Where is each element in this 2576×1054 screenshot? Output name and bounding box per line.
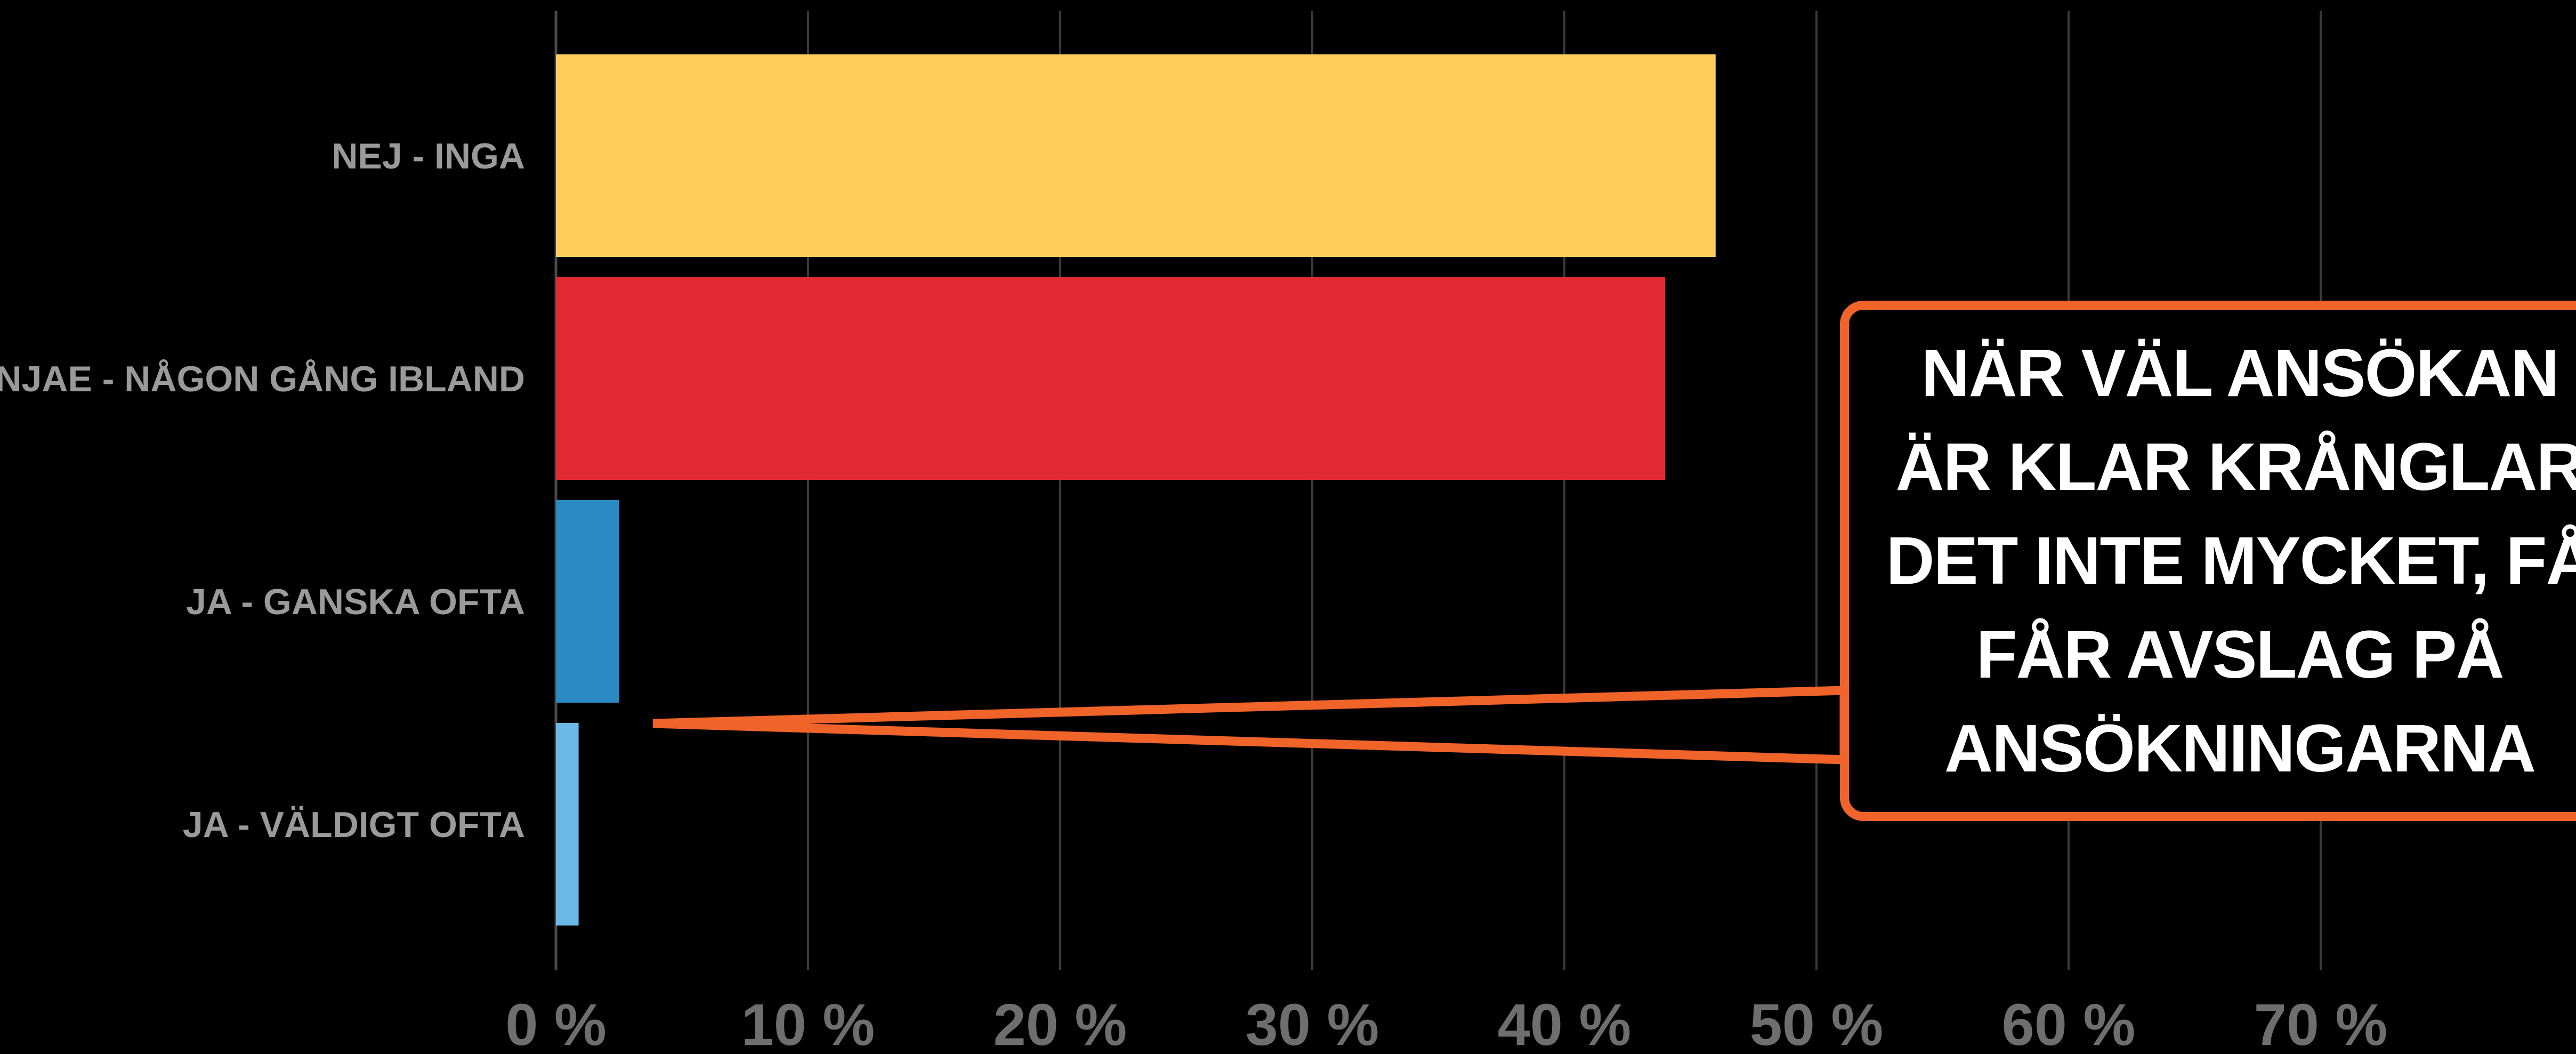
x-tick-label-20: 20 %	[994, 992, 1127, 1054]
x-tick-label-40: 40 %	[1498, 992, 1632, 1054]
bar-3	[556, 500, 619, 703]
category-label-3: JA - GANSKA OFTA	[186, 582, 525, 622]
bar-2	[556, 277, 1666, 480]
callout-text: NÄR VÄL ANSÖKAN ÄR KLAR KRÅNGLAR DET INT…	[1886, 335, 2576, 786]
bar-4	[556, 723, 579, 926]
bars	[556, 54, 1716, 926]
x-tick-label-60: 60 %	[2002, 992, 2136, 1054]
x-tick-label-50: 50 %	[1750, 992, 1884, 1054]
x-tick-label-10: 10 %	[741, 992, 875, 1054]
category-label-1: NEJ - INGA	[332, 136, 525, 176]
bar-1	[556, 54, 1716, 257]
x-tick-label-0: 0 %	[505, 992, 607, 1054]
category-label-2: NJAE - NÅGON GÅNG IBLAND	[0, 359, 525, 399]
category-label-4: JA - VÄLDIGT OFTA	[183, 804, 525, 845]
x-tick-labels: 0 % 10 % 20 % 30 % 40 % 50 % 60 % 70 %	[505, 992, 2387, 1054]
callout-box: NÄR VÄL ANSÖKAN ÄR KLAR KRÅNGLAR DET INT…	[1840, 301, 2576, 821]
x-tick-label-70: 70 %	[2254, 992, 2388, 1054]
x-tick-label-30: 30 %	[1246, 992, 1379, 1054]
category-labels: NEJ - INGA NJAE - NÅGON GÅNG IBLAND JA - G…	[0, 136, 525, 845]
callout-pointer-shape	[652, 686, 1849, 765]
callout-pointer	[652, 686, 1849, 765]
